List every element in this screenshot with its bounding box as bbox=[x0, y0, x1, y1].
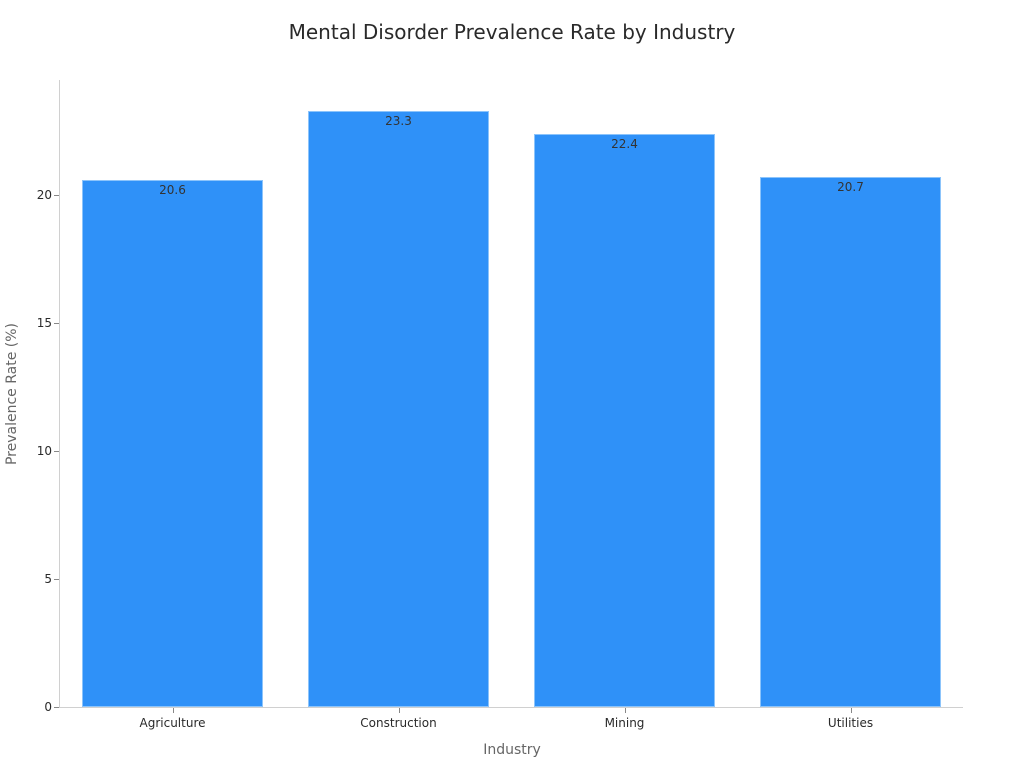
x-tick-label: Mining bbox=[604, 716, 645, 730]
y-tick bbox=[54, 451, 59, 452]
x-tick-label: Agriculture bbox=[139, 716, 206, 730]
bar-mining bbox=[534, 133, 715, 707]
y-tick-label: 5 bbox=[44, 572, 52, 586]
bar-value-label: 20.6 bbox=[159, 182, 186, 197]
x-tick-label: Utilities bbox=[827, 716, 874, 730]
x-tick-label: Construction bbox=[360, 716, 437, 730]
x-tick bbox=[850, 708, 852, 713]
y-tick bbox=[54, 323, 59, 324]
bar-agriculture bbox=[82, 179, 263, 707]
y-tick bbox=[54, 707, 59, 708]
y-axis-line bbox=[59, 80, 60, 708]
y-tick-label: 15 bbox=[36, 316, 52, 330]
y-tick-label: 20 bbox=[36, 188, 52, 202]
bar-construction bbox=[308, 110, 489, 707]
chart-title: Mental Disorder Prevalence Rate by Indus… bbox=[288, 20, 736, 44]
y-tick-label: 10 bbox=[36, 444, 52, 458]
x-axis-title: Industry bbox=[483, 742, 541, 758]
x-axis-line bbox=[59, 707, 963, 708]
y-tick bbox=[54, 195, 59, 196]
x-tick bbox=[172, 708, 174, 713]
x-tick bbox=[398, 708, 400, 713]
y-tick-label: 0 bbox=[44, 700, 52, 714]
bar-value-label: 22.4 bbox=[611, 136, 638, 151]
y-axis-title: Prevalence Rate (%) bbox=[4, 322, 20, 466]
bar-value-label: 20.7 bbox=[837, 180, 864, 195]
y-tick bbox=[54, 579, 59, 580]
x-tick bbox=[624, 708, 626, 713]
bar-value-label: 23.3 bbox=[385, 113, 412, 128]
bar-utilities bbox=[760, 177, 941, 707]
